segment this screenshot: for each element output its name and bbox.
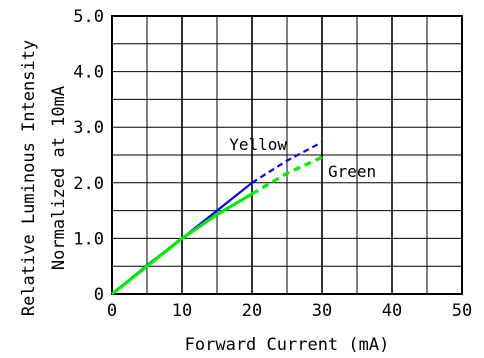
y-axis-title-line-1: Relative Luminous Intensity [19,40,39,316]
x-tick-label: 10 [172,301,192,321]
x-tick-label: 20 [242,301,262,321]
series-label-yellow: Yellow [229,135,287,154]
x-tick-label: 0 [107,301,117,321]
y-tick-label: 2.0 [73,174,104,194]
x-axis-title: Forward Current (mA) [185,335,390,355]
y-tick-label: 0 [94,285,104,305]
y-tick-label: 3.0 [73,118,104,138]
y-tick-labels: 0 1.0 2.0 3.0 4.0 5.0 [73,7,104,305]
x-tick-label: 40 [382,301,402,321]
x-tick-label: 30 [312,301,332,321]
y-axis-title-line-2: Normalized at 10mA [49,86,69,270]
x-tick-labels: 0 10 20 30 40 50 [107,301,472,321]
y-tick-label: 1.0 [73,229,104,249]
series-label-green: Green [328,162,376,181]
y-tick-label: 4.0 [73,63,104,83]
x-tick-label: 50 [452,301,472,321]
y-tick-label: 5.0 [73,7,104,27]
